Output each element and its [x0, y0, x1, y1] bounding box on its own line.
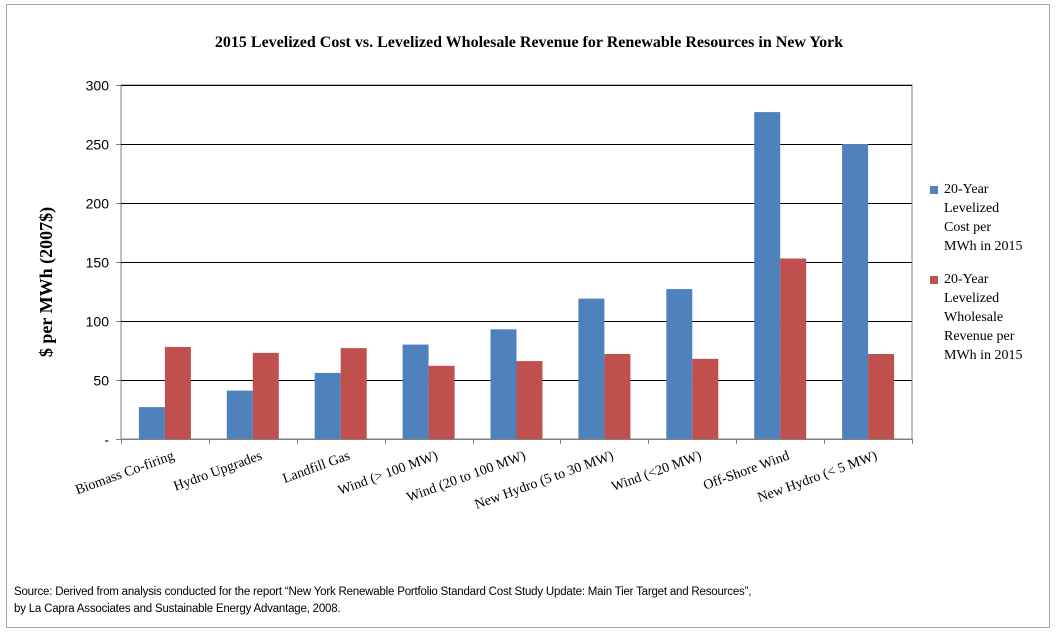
legend-swatch-cost	[930, 186, 938, 194]
bar-cost	[666, 289, 693, 439]
bar-revenue	[604, 354, 631, 439]
y-axis-title: $ per MWh (2007$)	[36, 207, 57, 357]
bar-revenue	[252, 352, 279, 439]
x-tick-label: Biomass Co-firing	[74, 449, 177, 499]
bar-revenue	[340, 348, 367, 439]
y-tick-label: 100	[86, 314, 110, 330]
y-tick-label: -	[104, 432, 109, 448]
y-tick-label: 300	[86, 78, 110, 94]
bar-cost	[402, 344, 429, 439]
bar-revenue	[692, 358, 719, 439]
y-tick-label: 200	[86, 196, 110, 212]
y-tick-label: 50	[93, 373, 109, 389]
bar-cost	[842, 144, 869, 439]
x-tick-label: Landfill Gas	[281, 449, 352, 487]
y-tick-label: 250	[86, 137, 110, 153]
bar-revenue	[780, 258, 807, 439]
source-line-1: Source: Derived from analysis conducted …	[14, 586, 752, 598]
source-note: Source: Derived from analysis conducted …	[14, 584, 1044, 618]
x-tick-label: Wind (<20 MW)	[610, 449, 704, 496]
legend-item-revenue: 20-Year Levelized Wholesale Revenue per MWh …	[930, 270, 1050, 365]
x-tick-label: Hydro Upgrades	[172, 449, 264, 495]
bar-cost	[490, 329, 517, 439]
chart-frame	[6, 4, 1050, 628]
y-tick-label: 150	[86, 255, 110, 271]
legend-swatch-revenue	[930, 276, 938, 284]
chart-title: 2015 Levelized Cost vs. Levelized Wholes…	[214, 34, 844, 51]
bar-cost	[578, 298, 605, 439]
legend-item-cost: 20-Year Levelized Cost per MWh in 2015	[930, 180, 1050, 256]
bar-revenue	[516, 361, 543, 439]
bar-revenue	[868, 354, 895, 439]
source-line-2: by La Capra Associates and Sustainable E…	[14, 603, 341, 615]
bar-revenue	[428, 365, 455, 439]
bar-revenue	[164, 347, 191, 439]
legend-label-revenue: 20-Year Levelized Wholesale Revenue per MWh …	[944, 272, 1023, 363]
bar-cost	[754, 112, 781, 439]
chart-legend: 20-Year Levelized Cost per MWh in 2015 20-Y…	[930, 180, 1050, 379]
legend-label-cost: 20-Year Levelized Cost per MWh in 2015	[944, 182, 1023, 254]
bar-cost	[314, 372, 341, 439]
bar-cost	[226, 390, 253, 439]
bar-cost	[138, 407, 165, 439]
